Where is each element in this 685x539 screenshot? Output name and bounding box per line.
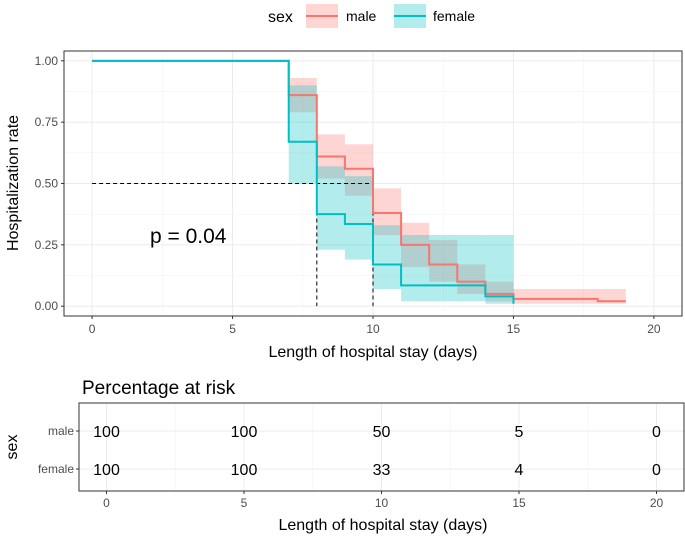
risk-cell-male: 0 [652, 424, 661, 441]
km-confidence-bands [288, 77, 626, 304]
ci-band-male [597, 289, 626, 304]
km-y-tick-label: 0.00 [35, 299, 59, 313]
risk-row-labels: male female [38, 424, 79, 476]
km-x-tick-label: 0 [89, 322, 96, 336]
ci-band-female [288, 85, 317, 184]
km-y-axis-title: Hospitalization rate [5, 115, 22, 251]
ci-band-male [513, 289, 598, 304]
km-y-tick-label: 0.25 [35, 238, 59, 252]
risk-x-tick-label: 0 [103, 496, 110, 510]
ci-band-male [373, 188, 402, 236]
risk-table-title: Percentage at risk [82, 378, 236, 399]
legend-label-female: female [433, 8, 475, 24]
p-value-annotation: p = 0.04 [150, 225, 227, 248]
km-curves [92, 59, 626, 304]
risk-row-label-male: male [48, 424, 74, 438]
legend-label-male: male [346, 8, 377, 24]
legend: sex male female [268, 4, 475, 28]
ci-band-female [316, 166, 345, 250]
km-x-axis-title: Length of hospital stay (days) [268, 344, 477, 361]
km-y-tick-label: 0.50 [35, 177, 59, 191]
ci-band-male [457, 264, 486, 294]
ci-band-male [429, 239, 458, 282]
km-y-tick-label: 0.75 [35, 115, 59, 129]
km-median-reference [92, 183, 374, 307]
risk-cell-female: 100 [93, 462, 120, 479]
ci-band-female [373, 225, 402, 290]
ci-band-male [344, 144, 373, 196]
legend-key-female [394, 4, 426, 28]
risk-x-tick-label: 10 [375, 496, 389, 510]
ci-band-female [485, 235, 514, 304]
risk-cell-female: 33 [373, 462, 391, 479]
km-curve-female [92, 59, 515, 304]
risk-cell-female: 0 [652, 462, 661, 479]
risk-y-axis-title: sex [4, 435, 21, 460]
ci-band-female [344, 176, 373, 260]
risk-cell-male: 100 [93, 424, 120, 441]
km-x-tick-label: 15 [507, 322, 521, 336]
legend-title: sex [268, 9, 293, 26]
risk-row-label-female: female [38, 462, 74, 476]
risk-x-ticks: 0 5 10 15 20 [103, 491, 663, 510]
risk-x-axis-title: Length of hospital stay (days) [278, 517, 487, 534]
risk-cell-male: 5 [515, 424, 524, 441]
km-x-tick-label: 10 [366, 322, 380, 336]
risk-cell-female: 4 [515, 462, 524, 479]
km-plot: 0.00 0.25 0.50 0.75 1.00 0 5 10 15 20 p = 0.04 L… [5, 50, 683, 361]
km-y-tick-label: 1.00 [35, 54, 59, 68]
risk-gridlines [79, 403, 684, 491]
km-x-tick-label: 5 [229, 322, 236, 336]
km-x-ticks: 0 5 10 15 20 [89, 316, 661, 336]
risk-cell-male: 100 [231, 424, 258, 441]
risk-x-tick-label: 20 [650, 496, 664, 510]
risk-x-tick-label: 5 [241, 496, 248, 510]
risk-x-tick-label: 15 [512, 496, 526, 510]
km-y-ticks: 0.00 0.25 0.50 0.75 1.00 [35, 54, 64, 313]
ci-band-female [401, 235, 486, 302]
risk-cell-female: 100 [231, 462, 258, 479]
risk-cell-male: 50 [373, 424, 391, 441]
legend-key-male [306, 4, 338, 28]
km-x-tick-label: 20 [647, 322, 661, 336]
